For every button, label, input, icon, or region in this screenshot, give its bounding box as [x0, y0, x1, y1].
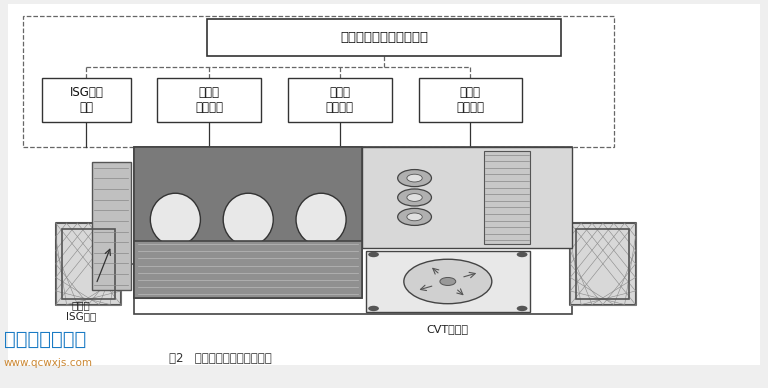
- Bar: [56, 223, 121, 305]
- Bar: [207, 19, 561, 56]
- Text: 汽车维修技术网: 汽车维修技术网: [4, 330, 86, 349]
- Bar: [362, 147, 572, 248]
- Circle shape: [404, 259, 492, 304]
- Bar: [134, 147, 362, 298]
- Text: www.qcwxjs.com: www.qcwxjs.com: [4, 358, 93, 368]
- Bar: [157, 78, 261, 122]
- Text: 多能源动力总成控制模块: 多能源动力总成控制模块: [340, 31, 428, 44]
- Ellipse shape: [296, 193, 346, 246]
- Circle shape: [440, 277, 455, 286]
- Bar: [134, 241, 362, 298]
- Circle shape: [398, 189, 432, 206]
- Bar: [42, 78, 131, 122]
- Circle shape: [517, 252, 528, 257]
- Text: 外挂式
ISG电机: 外挂式 ISG电机: [65, 300, 96, 321]
- Bar: [576, 229, 630, 299]
- Circle shape: [517, 306, 528, 311]
- Bar: [419, 78, 522, 122]
- Bar: [62, 229, 115, 299]
- Ellipse shape: [151, 193, 200, 246]
- Bar: [134, 241, 362, 298]
- Circle shape: [407, 194, 422, 201]
- Text: 图2   多能源动力总成控制模块: 图2 多能源动力总成控制模块: [169, 352, 272, 365]
- Bar: [288, 78, 392, 122]
- Text: CVT变速器: CVT变速器: [427, 324, 468, 334]
- Circle shape: [368, 306, 379, 311]
- Ellipse shape: [223, 193, 273, 246]
- Text: 发动机
控制模块: 发动机 控制模块: [326, 86, 354, 114]
- Circle shape: [398, 170, 432, 187]
- Circle shape: [407, 174, 422, 182]
- Bar: [23, 16, 614, 147]
- Text: 电池及
管理模块: 电池及 管理模块: [195, 86, 223, 114]
- Circle shape: [398, 208, 432, 225]
- Bar: [484, 151, 530, 244]
- Bar: [570, 223, 635, 305]
- Circle shape: [368, 252, 379, 257]
- Bar: [92, 163, 131, 290]
- Bar: [134, 147, 572, 314]
- Text: 变速器
控制模块: 变速器 控制模块: [456, 86, 485, 114]
- Bar: [366, 251, 530, 312]
- Text: ISG控制
模块: ISG控制 模块: [69, 86, 104, 114]
- Circle shape: [407, 213, 422, 221]
